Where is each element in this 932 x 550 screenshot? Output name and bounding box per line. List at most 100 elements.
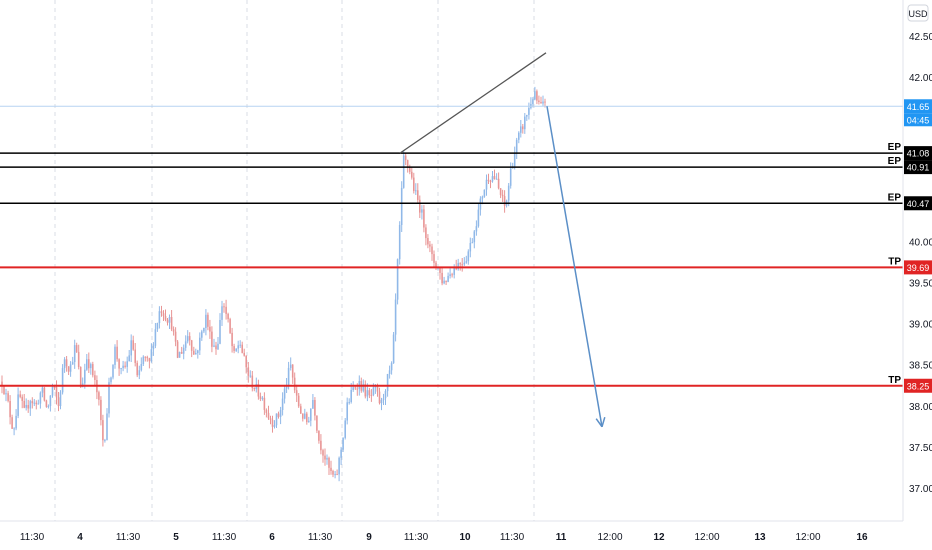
- candle-body: [197, 350, 199, 354]
- candle-body: [122, 365, 124, 369]
- candle-body: [291, 364, 294, 378]
- candle-body: [45, 400, 48, 407]
- candle-body: [239, 344, 241, 346]
- candle-body: [469, 243, 472, 252]
- candle-body: [362, 384, 365, 391]
- candle-body: [265, 409, 268, 413]
- candle-body: [130, 340, 132, 356]
- candle-body: [150, 349, 153, 362]
- candle-body: [86, 359, 88, 370]
- candle-body: [118, 359, 120, 369]
- level-price-tag: [904, 146, 932, 161]
- candle-body: [225, 306, 227, 314]
- candle-body: [302, 413, 304, 419]
- level-label: EP: [888, 156, 902, 167]
- candle-body: [445, 280, 447, 282]
- candle-body: [503, 196, 506, 206]
- x-tick-label: 9: [366, 532, 372, 543]
- candle-body: [536, 91, 538, 101]
- candle-body: [215, 345, 217, 350]
- candle-body: [158, 311, 161, 323]
- countdown-tag: [904, 113, 932, 127]
- candle-body: [493, 176, 496, 179]
- candle-body: [273, 425, 276, 427]
- candle-body: [406, 160, 409, 167]
- candle-body: [330, 467, 332, 471]
- candle-body: [324, 455, 326, 460]
- candle-body: [108, 382, 110, 414]
- level-lines: EP EP EP TP TP: [0, 105, 903, 387]
- candle-body: [281, 398, 284, 410]
- candle-body: [449, 274, 451, 276]
- candle-body: [513, 152, 516, 167]
- candle-body: [471, 242, 474, 244]
- x-tick-label: 12:00: [597, 532, 622, 543]
- price-tags: 41.08 40.91 40.47 39.69 38.25 41.65 04:45: [904, 99, 932, 393]
- candle-body: [221, 306, 223, 320]
- y-tick-label: 38.50: [909, 361, 932, 372]
- candle-body: [126, 361, 128, 367]
- x-tick-label: 13: [754, 532, 766, 543]
- candle-body: [182, 347, 185, 354]
- candle-body: [75, 345, 78, 352]
- candle-body: [423, 209, 425, 228]
- candle-body: [463, 262, 466, 265]
- level-label: TP: [888, 256, 901, 267]
- candle-body: [267, 412, 270, 419]
- candle-body: [207, 314, 209, 327]
- currency-button[interactable]: USD: [907, 4, 929, 22]
- candle-body: [425, 227, 427, 239]
- projection-arrow[interactable]: [546, 106, 603, 427]
- candle-body: [88, 359, 90, 369]
- drawings: [399, 52, 606, 428]
- countdown-label: 04:45: [907, 115, 930, 125]
- candle-body: [451, 274, 453, 276]
- candle-body: [457, 263, 459, 270]
- candle-body: [152, 345, 155, 350]
- current-price-label: 41.65: [907, 102, 930, 112]
- candle-body: [213, 345, 215, 347]
- candle-body: [176, 341, 179, 358]
- candle-body: [392, 334, 395, 364]
- candle-body: [253, 388, 256, 390]
- candle-body: [386, 374, 389, 392]
- level-price-label: 40.47: [907, 199, 930, 209]
- candle-body: [352, 387, 354, 390]
- candle-body: [43, 387, 46, 401]
- candle-body: [344, 420, 346, 438]
- candle-body: [312, 400, 314, 409]
- candle-body: [259, 396, 262, 399]
- candle-body: [134, 349, 136, 363]
- candle-body: [106, 413, 108, 440]
- trendline[interactable]: [399, 52, 547, 154]
- candle-body: [534, 91, 536, 100]
- candle-body: [199, 337, 201, 351]
- candle-body: [459, 263, 461, 265]
- candle-body: [55, 387, 58, 398]
- candle-body: [507, 185, 510, 201]
- candle-body: [154, 329, 157, 346]
- candle-body: [120, 368, 122, 370]
- candle-body: [388, 370, 391, 374]
- candle-body: [65, 359, 68, 367]
- candle-body: [37, 403, 40, 405]
- candle-body: [190, 340, 193, 351]
- candle-body: [340, 449, 342, 458]
- candle-body: [411, 171, 413, 178]
- candle-body: [223, 306, 225, 308]
- y-tick-label: 39.50: [909, 279, 932, 290]
- candle-body: [195, 353, 197, 355]
- x-tick-label: 12:00: [795, 532, 820, 543]
- candle-body: [110, 377, 112, 383]
- time-axis[interactable]: 11:30 4 11:30 5 11:30 6 11:30 9 11:30 10 11:30 11 12…: [20, 532, 868, 543]
- candle-body: [378, 391, 381, 404]
- candle-body: [497, 178, 500, 189]
- candle-body: [146, 357, 149, 359]
- x-tick-label: 11:30: [500, 532, 525, 543]
- candle-body: [318, 430, 320, 441]
- level-price-label: 40.91: [907, 163, 930, 173]
- candle-body: [211, 331, 213, 347]
- candle-body: [100, 399, 102, 421]
- price-axis[interactable]: 37.00 37.50 38.00 38.50 39.00 39.50 40.00 42.00…: [909, 32, 932, 495]
